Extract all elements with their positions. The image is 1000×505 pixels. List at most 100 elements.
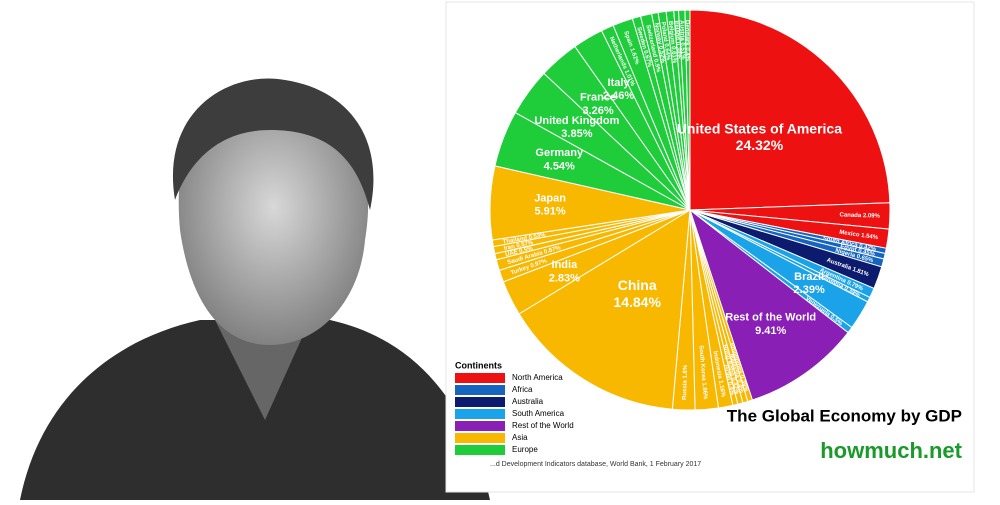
legend-swatch [455,373,505,383]
source: ...d Development Indicators database, Wo… [490,461,701,468]
pie-slice [684,9,691,211]
legend-label: Africa [512,385,533,394]
slice-name: China [618,277,657,293]
slice-value: 2.09% [863,213,881,220]
slice-value: 1.8% [682,364,688,379]
pie-slice [689,9,891,211]
slice-value: 1.81% [852,266,871,278]
slice-value: 0.4% [726,381,735,396]
slice-name: Belgium [667,21,675,45]
slice-name: Italy [608,77,631,89]
slice-label: Iran 0.57% [503,240,534,252]
slice-value: 0.5% [519,245,534,254]
slice-value: 0.51% [679,42,686,60]
slice-name: Austria [679,20,686,42]
slice-value: 9.41% [755,325,786,337]
legend-label: Europe [512,445,538,454]
slice-label: Belgium 0.61% [667,21,677,64]
slice-name: Egypt [840,243,858,253]
slice-value: 1.62% [629,47,641,66]
legend-label: Rest of the World [512,421,574,430]
legend-swatch [455,445,505,455]
pie-slice [518,209,691,410]
slice-name: Russia [682,380,689,401]
slice-value: 2.46% [603,90,634,102]
slice-value: 3.26% [582,105,613,117]
slice-value: 1.86% [701,382,708,400]
slice-value: 0.39% [739,374,750,393]
slice-value: 4.54% [544,160,575,172]
slice-name: Germany [535,147,584,159]
slice-label: Denmark 0.4% [684,20,691,62]
slice-value: 3.85% [561,128,592,140]
slice-value: 0.38% [675,42,682,60]
slice-name: Iran [503,243,515,251]
legend-label: North America [512,373,563,382]
legend-title: Continents [455,360,502,370]
slice-name: Ireland [673,20,680,40]
slice-name: Norway [653,23,663,46]
slice-name: Indonesia [712,351,723,380]
slice-label: Russia 1.8% [682,364,689,400]
legend-label: South America [512,409,565,418]
pie-slice [689,208,849,401]
slice-value: 0.61% [670,46,678,64]
legend-label: Asia [512,433,528,442]
slice-name: United States of America [677,120,842,136]
legend-swatch [455,433,505,443]
slice-label: Norway 0.52% [653,23,666,64]
slice-value: 1.54% [861,232,879,240]
brand: howmuch.net [820,438,962,463]
slice-name: Japan [534,192,566,204]
slice-name: Israel [723,364,732,381]
slice-value: 0.57% [516,240,535,249]
slice-name: Brazil [794,271,824,283]
slice-value: 0.97% [530,258,549,270]
slice-value: 0.64% [663,43,671,61]
slice-name: Sweden [636,26,648,50]
chart-title: The Global Economy by GDP [727,406,962,425]
slice-value: 0.52% [657,46,666,64]
slice-label: Ireland 0.38% [673,20,682,59]
slice-label: UAE 0.5% [505,245,534,258]
slice-label: South Korea 1.86% [698,345,709,400]
slice-value: 14.84% [613,294,661,310]
slice-label: Nigeria 0.65% [835,248,875,264]
legend-swatch [455,385,505,395]
slice-label: Spain 1.62% [623,30,641,66]
legend-swatch [455,397,505,407]
slice-name: Canada [839,212,862,219]
slice-name: Poland [660,22,669,43]
slice-name: Mexico [839,229,860,238]
slice-label: Thailand 0.53% [502,232,546,245]
slice-name: UAE [505,249,519,258]
portrait-photo [20,78,490,500]
legend-label: Australia [512,397,544,406]
slice-value: 0.4% [735,379,745,394]
slice-name: United Kingdom [534,115,619,127]
slice-name: India [552,259,579,271]
slice-value: 0.42% [730,377,740,396]
legend-swatch [455,409,505,419]
slice-name: Denmark [684,20,690,46]
slice-name: Thailand [502,235,528,245]
legend-swatch [455,421,505,431]
slice-label: Mexico 1.54% [839,229,879,241]
slice-label: Poland 0.64% [660,22,671,62]
slice-value: 0.42% [859,243,878,252]
slice-value: 0.9% [652,58,661,73]
slice-label: Egypt 0.45% [840,243,876,257]
slice-value: 2.39% [794,284,825,296]
slice-value: 0.65% [856,253,875,263]
slice-value: 24.32% [736,137,784,153]
slice-label: Sweden 0.67% [636,26,653,68]
slice-label: Canada 2.09% [839,212,880,219]
slice-value: 0.87% [543,245,562,256]
slice-name: Rest of the World [725,312,816,324]
slice-value: 2.83% [549,272,580,284]
slice-value: 5.91% [534,205,565,217]
slice-name: Spain [623,30,634,48]
slice-name: Nigeria [835,248,857,259]
slice-label: Austria 0.51% [679,20,687,60]
